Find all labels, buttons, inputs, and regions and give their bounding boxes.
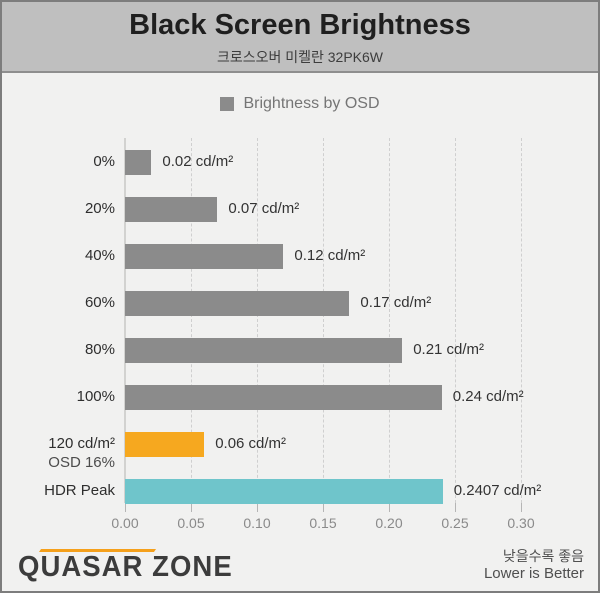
bar (125, 384, 442, 410)
x-axis-tick (323, 503, 324, 512)
x-axis-tick (455, 503, 456, 512)
bar-value-label: 0.07 cd/m² (228, 200, 300, 217)
legend-label: Brightness by OSD (243, 95, 380, 112)
category-sublabel: OSD 16% (48, 454, 115, 471)
chart-subtitle: 크로스오버 미켈란 32PK6W (216, 49, 384, 65)
bar-value-label: 0.24 cd/m² (452, 388, 524, 405)
bar-value-label: 0.21 cd/m² (413, 341, 485, 358)
quasar-zone-logo: QUASAR ZONE (18, 551, 233, 583)
category-label: 80% (84, 341, 115, 358)
x-axis-tick (389, 503, 390, 512)
footer-note-korean: 낮을수록 좋음 (502, 548, 584, 564)
y-axis-line (124, 138, 126, 503)
bar-value-label: 0.02 cd/m² (162, 153, 234, 170)
gridline (257, 138, 258, 503)
x-axis-tick-label: 0.00 (111, 515, 139, 531)
chart-title: Black Screen Brightness (129, 9, 471, 41)
gridline (323, 138, 324, 503)
chart-legend: Brightness by OSD (2, 95, 598, 113)
bar-value-label: 0.2407 cd/m² (453, 482, 542, 499)
gridline (191, 138, 192, 503)
chart-footer: QUASAR ZONE 낮을수록 좋음 Lower is Better (2, 542, 598, 591)
x-axis-tick-label: 0.25 (441, 515, 469, 531)
category-label: HDR Peak (44, 482, 115, 499)
footer-note-english: Lower is Better (483, 565, 584, 582)
category-label: 40% (84, 247, 115, 264)
category-label: 0% (93, 153, 115, 170)
x-axis-tick (191, 503, 192, 512)
category-label: 60% (84, 294, 115, 311)
category-label: 120 cd/m² OSD 16% (2, 434, 115, 472)
x-axis-tick (125, 503, 126, 512)
bar (125, 431, 205, 457)
logo-accent-line (38, 549, 157, 552)
x-axis-tick-label: 0.05 (177, 515, 205, 531)
x-axis-tick-label: 0.20 (375, 515, 403, 531)
bar (125, 243, 284, 269)
x-axis-tick-label: 0.15 (309, 515, 337, 531)
category-label: 20% (84, 200, 115, 217)
x-axis-tick-label: 0.30 (507, 515, 535, 531)
chart-header: Black Screen Brightness 크로스오버 미켈란 32PK6W (2, 2, 598, 73)
x-axis-tick-label: 0.10 (243, 515, 271, 531)
gridline (455, 138, 456, 503)
gridline (521, 138, 522, 503)
gridline (389, 138, 390, 503)
bar (125, 337, 403, 363)
plot-area: 0.00 0.05 0.10 0.15 0.20 0.25 0.30 0% 0.02 cd/m²… (2, 2, 598, 542)
bar-value-label: 0.17 cd/m² (360, 294, 432, 311)
footer-note: 낮을수록 좋음 Lower is Better (484, 548, 584, 583)
bar (125, 290, 350, 316)
bar (125, 196, 218, 222)
legend-swatch-icon (220, 97, 235, 111)
bar (125, 149, 152, 175)
bar-value-label: 0.06 cd/m² (215, 435, 287, 452)
x-axis-tick (257, 503, 258, 512)
x-axis-tick (521, 503, 522, 512)
category-label: 100% (76, 388, 115, 405)
bar (125, 478, 443, 504)
bar-value-label: 0.12 cd/m² (294, 247, 366, 264)
